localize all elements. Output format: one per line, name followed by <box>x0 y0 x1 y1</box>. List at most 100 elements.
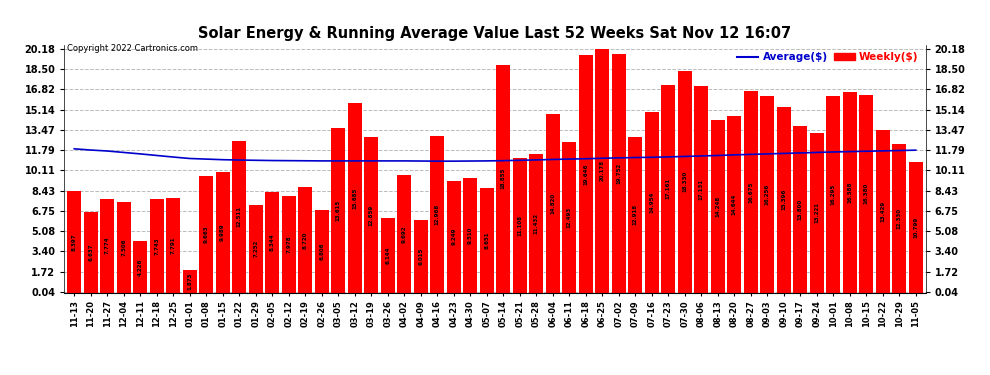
Text: 10.799: 10.799 <box>913 217 919 238</box>
Bar <box>347 103 361 292</box>
Text: 12.918: 12.918 <box>633 204 638 225</box>
Text: 12.859: 12.859 <box>368 204 374 225</box>
Text: 13.429: 13.429 <box>880 201 885 222</box>
Bar <box>579 55 593 292</box>
Text: 15.396: 15.396 <box>781 189 786 210</box>
Text: 12.511: 12.511 <box>237 207 242 228</box>
Bar <box>332 128 346 292</box>
Bar <box>463 178 477 292</box>
Bar <box>859 95 873 292</box>
Text: 13.615: 13.615 <box>336 200 341 221</box>
Bar <box>282 196 296 292</box>
Bar <box>480 188 494 292</box>
Bar <box>661 85 675 292</box>
Bar <box>777 106 791 292</box>
Bar <box>842 92 856 292</box>
Bar <box>100 199 114 292</box>
Bar <box>545 114 559 292</box>
Text: 11.432: 11.432 <box>534 213 539 234</box>
Bar <box>793 126 807 292</box>
Text: 6.144: 6.144 <box>385 247 390 264</box>
Title: Solar Energy & Running Average Value Last 52 Weeks Sat Nov 12 16:07: Solar Energy & Running Average Value Las… <box>198 26 792 41</box>
Text: 14.248: 14.248 <box>715 196 721 217</box>
Text: 12.330: 12.330 <box>897 207 902 229</box>
Text: 12.968: 12.968 <box>435 204 440 225</box>
Text: 13.221: 13.221 <box>814 202 820 223</box>
Text: 8.651: 8.651 <box>484 231 489 249</box>
Bar <box>629 136 643 292</box>
Text: 6.806: 6.806 <box>319 243 325 260</box>
Bar <box>397 176 411 292</box>
Text: 9.989: 9.989 <box>220 224 226 241</box>
Text: 6.637: 6.637 <box>88 244 93 261</box>
Text: 4.226: 4.226 <box>138 258 143 276</box>
Text: 1.873: 1.873 <box>187 273 192 290</box>
Bar <box>414 220 428 292</box>
Bar <box>364 137 378 292</box>
Bar <box>892 144 906 292</box>
Text: 16.588: 16.588 <box>847 182 852 203</box>
Text: 9.510: 9.510 <box>467 226 473 244</box>
Text: 9.249: 9.249 <box>451 228 456 245</box>
Bar <box>446 181 460 292</box>
Bar <box>67 191 81 292</box>
Text: 13.800: 13.800 <box>798 199 803 220</box>
Text: 16.256: 16.256 <box>764 184 770 205</box>
Bar <box>496 65 510 292</box>
Text: 19.752: 19.752 <box>616 163 622 184</box>
Bar <box>612 54 626 292</box>
Bar <box>711 120 725 292</box>
Legend: Average($), Weekly($): Average($), Weekly($) <box>736 50 921 64</box>
Text: 12.493: 12.493 <box>566 207 572 228</box>
Bar <box>562 142 576 292</box>
Text: 14.954: 14.954 <box>649 192 654 213</box>
Text: 7.791: 7.791 <box>170 237 176 254</box>
Text: 6.015: 6.015 <box>418 248 424 265</box>
Bar <box>530 154 544 292</box>
Text: 9.663: 9.663 <box>204 225 209 243</box>
Text: 17.161: 17.161 <box>665 178 671 200</box>
Bar <box>694 86 708 292</box>
Bar <box>199 176 213 292</box>
Bar <box>644 112 658 292</box>
Text: 9.692: 9.692 <box>402 225 407 243</box>
Bar <box>678 71 692 292</box>
Text: 7.506: 7.506 <box>121 238 127 256</box>
Bar <box>315 210 329 292</box>
Bar <box>183 270 197 292</box>
Bar <box>595 49 609 292</box>
Bar <box>827 96 841 292</box>
Bar <box>216 172 230 292</box>
Text: 8.720: 8.720 <box>303 231 308 249</box>
Bar <box>760 96 774 292</box>
Bar <box>381 218 395 292</box>
Text: 16.295: 16.295 <box>831 183 836 205</box>
Bar <box>166 198 180 292</box>
Text: 7.252: 7.252 <box>253 240 258 257</box>
Text: 7.978: 7.978 <box>286 236 291 253</box>
Bar <box>117 202 131 292</box>
Text: 17.131: 17.131 <box>699 178 704 200</box>
Text: 15.685: 15.685 <box>352 187 357 209</box>
Bar <box>84 212 98 292</box>
Text: 8.397: 8.397 <box>71 233 77 250</box>
Bar <box>810 133 824 292</box>
Text: 7.743: 7.743 <box>154 237 159 255</box>
Text: 14.820: 14.820 <box>550 192 555 214</box>
Bar <box>876 130 890 292</box>
Bar <box>248 205 262 292</box>
Text: 20.178: 20.178 <box>600 160 605 181</box>
Text: 7.774: 7.774 <box>105 237 110 254</box>
Text: 14.644: 14.644 <box>732 194 737 215</box>
Text: 8.344: 8.344 <box>269 233 275 251</box>
Bar <box>265 192 279 292</box>
Text: 16.380: 16.380 <box>863 183 869 204</box>
Text: 19.646: 19.646 <box>583 163 588 184</box>
Bar <box>431 136 445 292</box>
Bar <box>134 242 148 292</box>
Bar <box>513 158 527 292</box>
Bar <box>728 116 742 292</box>
Bar <box>233 141 247 292</box>
Bar <box>743 91 757 292</box>
Text: 16.675: 16.675 <box>748 181 753 203</box>
